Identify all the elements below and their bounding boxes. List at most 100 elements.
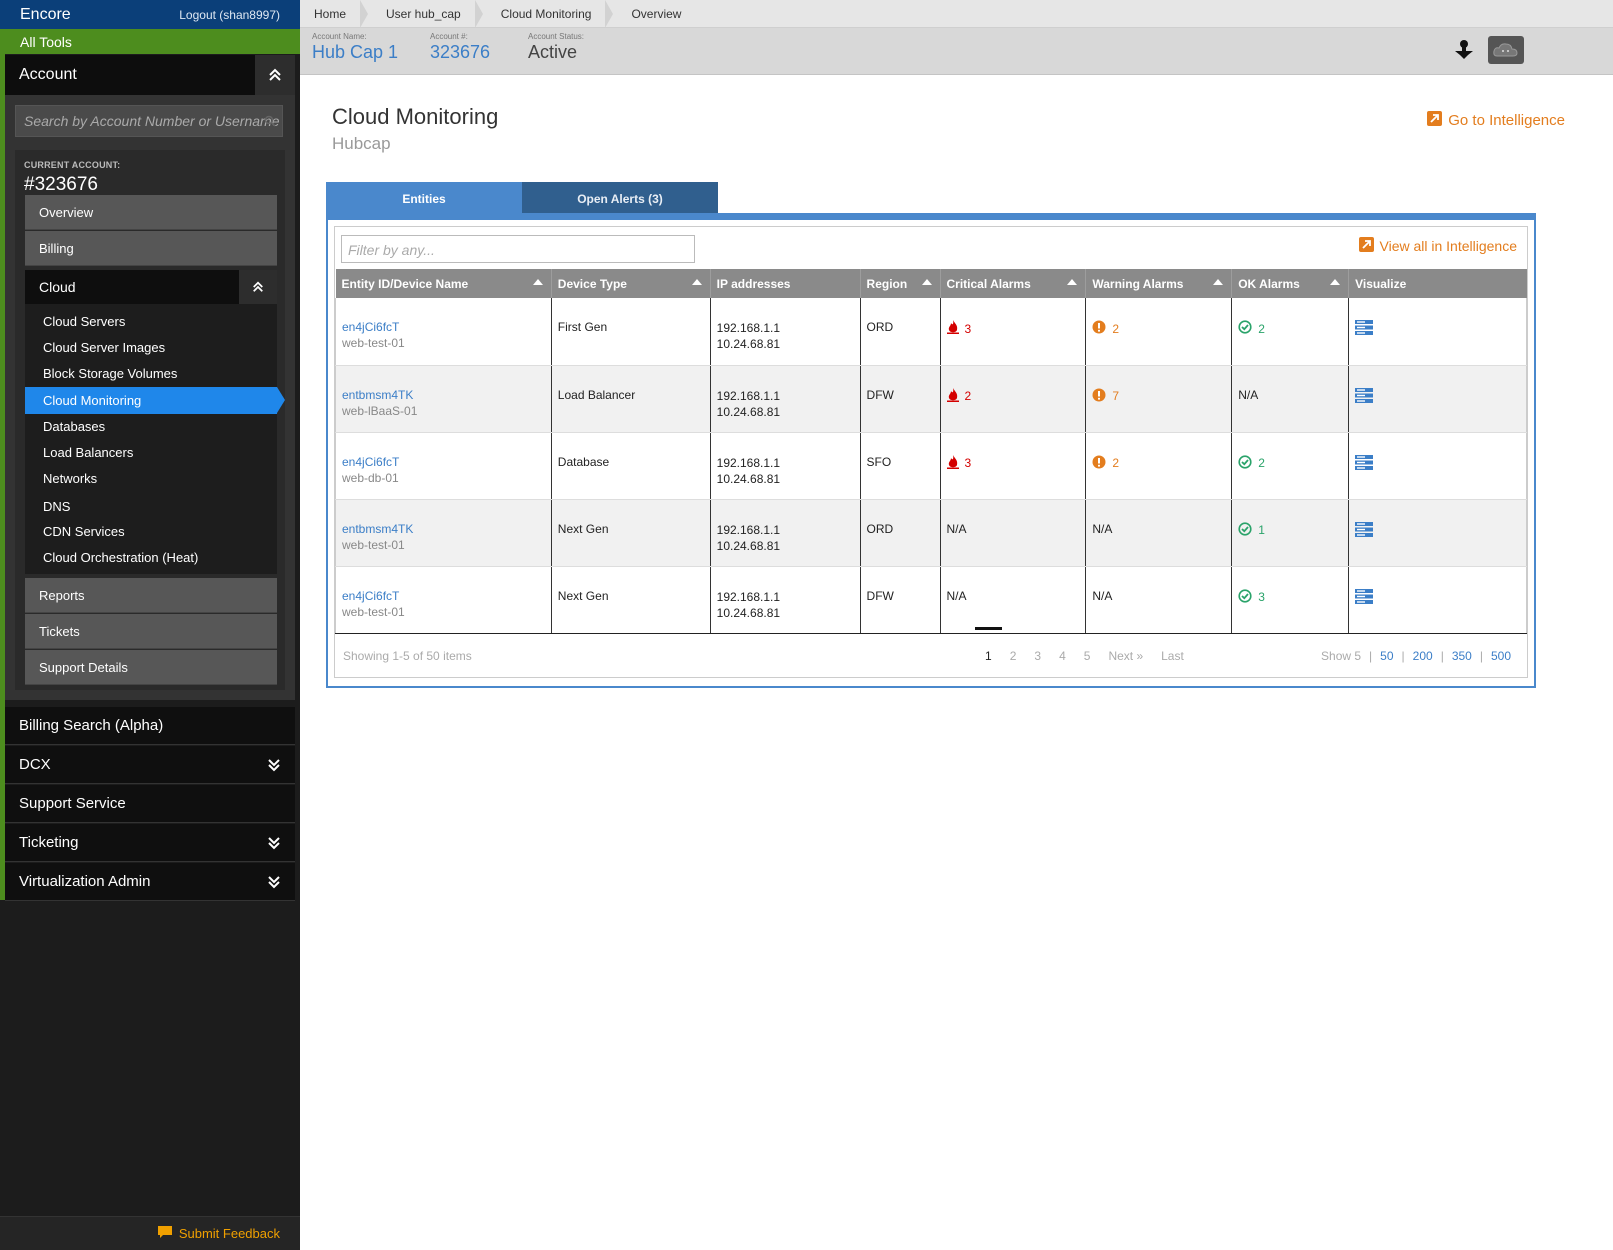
ok-alarms-cell: 3 bbox=[1231, 566, 1350, 634]
logout-link[interactable]: Logout (shan8997) bbox=[179, 7, 280, 22]
page-size-option[interactable]: 500 bbox=[1490, 649, 1511, 663]
page-size-option[interactable]: 350 bbox=[1451, 649, 1472, 663]
cloud-item-networks[interactable]: Networks bbox=[43, 471, 98, 486]
visualize-icon[interactable] bbox=[1355, 454, 1374, 473]
filter-input[interactable]: Filter by any... bbox=[341, 235, 695, 263]
sort-arrow-icon[interactable] bbox=[1213, 279, 1224, 285]
page-link[interactable]: 4 bbox=[1059, 649, 1066, 663]
entity-id-link[interactable]: en4jCi6fcT bbox=[342, 320, 400, 334]
ok-alarm[interactable]: 2 bbox=[1238, 454, 1342, 472]
cloud-item-dns[interactable]: DNS bbox=[43, 499, 71, 514]
section-virtualization-admin[interactable]: Virtualization Admin bbox=[5, 863, 295, 901]
entity-id-link[interactable]: en4jCi6fcT bbox=[342, 454, 400, 469]
brand-logo[interactable]: Encore bbox=[20, 5, 71, 23]
section-billing-search[interactable]: Billing Search (Alpha) bbox=[5, 707, 295, 745]
ok-alarm[interactable]: 1 bbox=[1238, 521, 1342, 539]
critical-alarms-count: 2 bbox=[964, 389, 972, 403]
sort-arrow-icon[interactable] bbox=[691, 279, 702, 285]
ok-alarms-cell: 2 bbox=[1231, 432, 1350, 500]
column-header[interactable]: Warning Alarms bbox=[1085, 269, 1233, 298]
page-link[interactable]: 5 bbox=[1083, 649, 1091, 663]
breadcrumb-cloud-monitoring[interactable]: Cloud Monitoring bbox=[487, 0, 618, 28]
sort-arrow-icon[interactable] bbox=[1067, 279, 1078, 285]
column-header[interactable]: OK Alarms bbox=[1231, 269, 1350, 298]
tab-open-alerts[interactable]: Open Alerts (3) bbox=[522, 182, 718, 215]
expand-icon[interactable] bbox=[267, 758, 281, 776]
cloud-item-cloud-orchestration[interactable]: Cloud Orchestration (Heat) bbox=[43, 550, 199, 565]
search-icon[interactable] bbox=[264, 114, 276, 130]
warning-alarm[interactable]: 2 bbox=[1092, 320, 1225, 337]
nav-support-details[interactable]: Support Details bbox=[25, 650, 277, 685]
section-dcx[interactable]: DCX bbox=[5, 746, 295, 784]
warning-alarms-value: N/A bbox=[1092, 588, 1113, 603]
nav-tickets[interactable]: Tickets bbox=[25, 614, 277, 649]
account-name-value[interactable]: Hub Cap 1 bbox=[312, 42, 399, 62]
account-section-header[interactable]: Account bbox=[5, 55, 295, 95]
page-link[interactable]: 3 bbox=[1034, 649, 1042, 663]
entity-id-link[interactable]: en4jCi6fcT bbox=[342, 588, 400, 603]
submit-feedback-link[interactable]: Submit Feedback bbox=[0, 1216, 300, 1250]
view-all-in-intelligence-link[interactable]: View all in Intelligence bbox=[1358, 237, 1517, 255]
visualize-icon[interactable] bbox=[1355, 320, 1374, 338]
cloud-item-load-balancers[interactable]: Load Balancers bbox=[43, 445, 134, 460]
cloud-item-cdn-services[interactable]: CDN Services bbox=[43, 524, 125, 539]
expand-icon[interactable] bbox=[267, 875, 281, 893]
section-support-service[interactable]: Support Service bbox=[5, 785, 295, 823]
column-header[interactable]: Critical Alarms bbox=[940, 269, 1087, 298]
critical-alarm[interactable]: 3 bbox=[946, 454, 1080, 472]
sort-arrow-icon[interactable] bbox=[532, 279, 543, 285]
nav-reports[interactable]: Reports bbox=[25, 578, 277, 613]
account-number-value[interactable]: 323676 bbox=[430, 42, 491, 62]
device-type-cell: First Gen bbox=[551, 298, 711, 366]
warning-alarm[interactable]: 2 bbox=[1092, 455, 1225, 472]
sort-arrow-icon[interactable] bbox=[921, 279, 932, 285]
go-to-intelligence-link[interactable]: Go to Intelligence bbox=[1427, 111, 1565, 130]
page-link-current[interactable]: 1 bbox=[975, 627, 1002, 663]
warning-icon bbox=[1092, 455, 1106, 472]
critical-alarm[interactable]: 3 bbox=[946, 320, 1080, 337]
critical-alarm[interactable]: 2 bbox=[946, 387, 1080, 405]
page-link[interactable]: 2 bbox=[1009, 649, 1017, 663]
visualize-cell bbox=[1348, 499, 1527, 567]
warning-alarm[interactable]: 7 bbox=[1092, 388, 1225, 405]
cloud-item-cloud-monitoring[interactable]: Cloud Monitoring bbox=[25, 387, 285, 414]
ok-alarm[interactable]: 3 bbox=[1238, 588, 1342, 606]
column-header[interactable]: Region bbox=[860, 269, 941, 298]
cloud-item-databases[interactable]: Databases bbox=[43, 419, 106, 434]
expand-icon[interactable] bbox=[267, 836, 281, 854]
nav-billing[interactable]: Billing bbox=[25, 231, 277, 266]
ip-address: 192.168.1.1 bbox=[716, 321, 781, 335]
device-type: Next Gen bbox=[557, 588, 609, 603]
entity-id-link[interactable]: entbmsm4TK bbox=[342, 521, 414, 536]
sidebar: Encore Logout (shan8997) All Tools Accou… bbox=[0, 0, 300, 1250]
visualize-icon[interactable] bbox=[1355, 521, 1374, 540]
tab-entities[interactable]: Entities bbox=[326, 182, 522, 215]
tab-bar: Entities Open Alerts (3) bbox=[326, 182, 718, 215]
column-header[interactable]: Device Type bbox=[551, 269, 711, 298]
visualize-icon[interactable] bbox=[1355, 588, 1374, 607]
section-ticketing[interactable]: Ticketing bbox=[5, 824, 295, 862]
cloud-item-cloud-server-images[interactable]: Cloud Server Images bbox=[43, 340, 166, 355]
page-size-label: Show 5 bbox=[1321, 649, 1362, 663]
collapse-icon[interactable] bbox=[255, 55, 295, 95]
nav-cloud[interactable]: Cloud bbox=[25, 270, 277, 304]
page-size-option[interactable]: 50 bbox=[1380, 649, 1394, 663]
page-size-option[interactable]: 200 bbox=[1412, 649, 1433, 663]
cloud-badge-icon[interactable] bbox=[1488, 36, 1524, 69]
breadcrumb-home[interactable]: Home bbox=[300, 0, 372, 28]
breadcrumb-user[interactable]: User hub_cap bbox=[372, 0, 487, 28]
visualize-icon[interactable] bbox=[1355, 387, 1374, 406]
user-avatar-icon[interactable] bbox=[1453, 38, 1475, 65]
sort-arrow-icon[interactable] bbox=[1330, 279, 1341, 285]
cloud-item-cloud-servers[interactable]: Cloud Servers bbox=[43, 314, 126, 329]
column-header[interactable]: Entity ID/Device Name bbox=[335, 269, 552, 298]
all-tools-link[interactable]: All Tools bbox=[0, 29, 300, 54]
ok-alarm[interactable]: 2 bbox=[1238, 320, 1342, 337]
account-search-input[interactable]: Search by Account Number or Username bbox=[15, 105, 283, 137]
last-page-link[interactable]: Last bbox=[1161, 649, 1184, 663]
collapse-icon[interactable] bbox=[239, 270, 277, 304]
nav-overview[interactable]: Overview bbox=[25, 195, 277, 230]
entity-id-link[interactable]: entbmsm4TK bbox=[342, 387, 414, 402]
next-page-link[interactable]: Next » bbox=[1108, 649, 1144, 663]
cloud-item-block-storage-volumes[interactable]: Block Storage Volumes bbox=[43, 366, 178, 381]
